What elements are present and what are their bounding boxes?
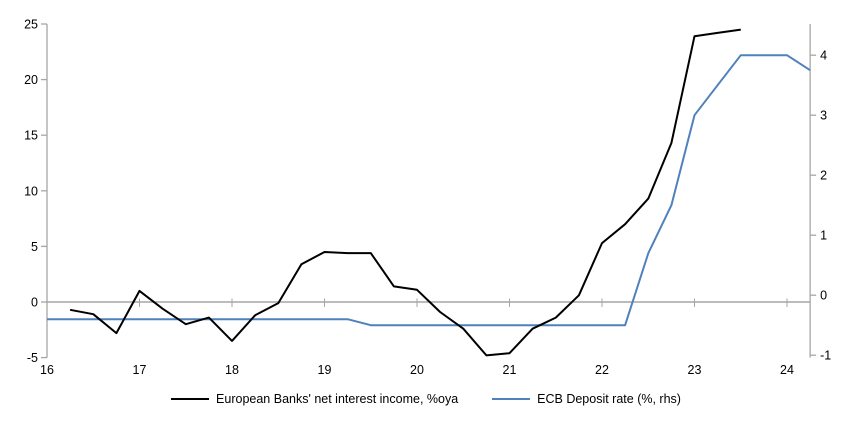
chart-legend: European Banks' net interest income, %oy…	[0, 392, 852, 406]
legend-item-ecb: ECB Deposit rate (%, rhs)	[492, 392, 681, 406]
right-axis-tick-label: 3	[820, 109, 827, 123]
left-axis-tick-label: -5	[27, 351, 38, 365]
right-axis-tick-label: 0	[820, 289, 827, 303]
right-axis-tick-label: 2	[820, 169, 827, 183]
legend-item-nii: European Banks' net interest income, %oy…	[171, 392, 458, 406]
right-axis-tick-label: -1	[820, 349, 831, 363]
right-axis-tick-label: 1	[820, 229, 827, 243]
right-axis-tick-label: 4	[820, 49, 827, 63]
legend-label-ecb: ECB Deposit rate (%, rhs)	[537, 392, 681, 406]
x-axis-tick-label: 19	[318, 363, 332, 377]
x-axis-tick-label: 24	[780, 363, 794, 377]
x-axis-tick-label: 16	[40, 363, 54, 377]
left-axis-tick-label: 25	[24, 18, 38, 32]
legend-line-ecb-sample	[492, 398, 531, 400]
left-axis-tick-label: 10	[24, 184, 38, 198]
x-axis-tick-label: 21	[503, 363, 517, 377]
left-axis-tick-label: 0	[31, 296, 38, 310]
x-axis-tick-label: 17	[133, 363, 147, 377]
x-axis-tick-label: 22	[595, 363, 609, 377]
x-axis-tick-label: 23	[688, 363, 702, 377]
x-axis-tick-label: 18	[225, 363, 239, 377]
left-axis-tick-label: 15	[24, 129, 38, 143]
series-line-ecb-deposit-rate	[47, 54, 811, 327]
legend-line-nii-sample	[171, 398, 210, 400]
left-axis-tick-label: 20	[24, 73, 38, 87]
series-line-european-banks-nii	[69, 28, 741, 357]
left-axis-tick-label: 5	[31, 240, 38, 254]
legend-label-nii: European Banks' net interest income, %oy…	[216, 392, 459, 406]
x-axis-tick-label: 20	[410, 363, 424, 377]
